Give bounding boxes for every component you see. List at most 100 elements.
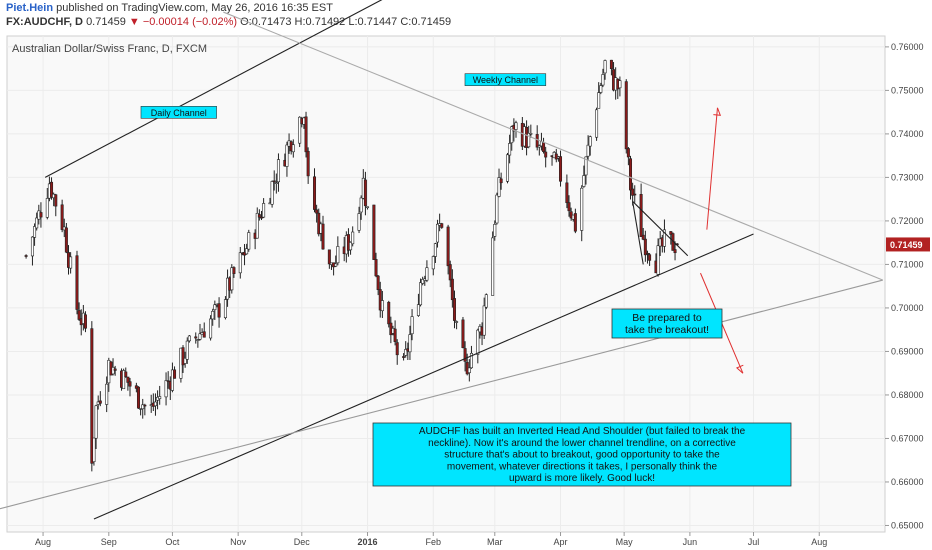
candle-body: [143, 404, 147, 407]
candle-body: [491, 237, 495, 296]
daily-channel-label-box: [140, 106, 217, 119]
x-tick-label: Sep: [101, 537, 117, 547]
candle-body: [291, 144, 295, 153]
y-tick-label: 0.70000: [891, 303, 924, 313]
candle-body: [626, 148, 630, 158]
candle-body: [641, 234, 645, 240]
candle-body: [69, 256, 73, 269]
candle-body: [357, 213, 361, 231]
candle-body: [380, 300, 384, 312]
candle-body: [510, 126, 514, 144]
candle-body: [446, 226, 450, 267]
candle-body: [359, 197, 363, 213]
x-tick-label: Jul: [748, 537, 760, 547]
upper-daily-channel-line: [44, 0, 383, 178]
candle-body: [603, 60, 607, 74]
candle-body: [349, 242, 353, 251]
y-tick-label: 0.72000: [891, 216, 924, 226]
y-tick-label: 0.73000: [891, 172, 924, 182]
candle-body: [202, 331, 206, 338]
candle-body: [514, 122, 518, 130]
x-tick-label: Aug: [35, 537, 51, 547]
candle-body: [410, 316, 414, 335]
candle-body: [238, 252, 242, 274]
candle-body: [198, 333, 202, 340]
candle-body: [450, 278, 454, 301]
y-tick-label: 0.76000: [891, 42, 924, 52]
candle-body: [304, 116, 308, 153]
candle-body: [565, 182, 569, 204]
candle-body: [64, 227, 68, 253]
analysis-callout-line: upward is more likely. Good luck!: [509, 473, 655, 484]
last-price-label: 0.71459: [890, 240, 923, 250]
candle-body: [595, 109, 599, 138]
candle-body: [285, 144, 289, 167]
candle-body: [122, 370, 126, 390]
down-arrow-head: [735, 364, 744, 374]
candle-body: [586, 144, 590, 157]
author-link[interactable]: Piet.Hein: [6, 2, 54, 14]
close-label: C:0.71459: [400, 16, 452, 28]
candle-body: [529, 132, 533, 135]
candle-body: [629, 158, 633, 191]
candle-body: [495, 194, 499, 224]
y-tick-label: 0.75000: [891, 85, 924, 95]
candle-body: [393, 328, 397, 342]
candle-body: [270, 181, 274, 205]
candle-body: [75, 255, 79, 310]
candle-body: [196, 339, 200, 341]
candle-body: [185, 340, 189, 360]
candle-body: [639, 194, 643, 237]
candle-body: [153, 401, 157, 407]
candle-body: [645, 252, 649, 255]
up-arrow-line: [706, 107, 718, 230]
candle-body: [363, 179, 367, 207]
candle-body: [259, 216, 263, 219]
candle-body: [484, 294, 488, 308]
candle-body: [232, 267, 236, 274]
candle-body: [313, 176, 317, 210]
open-label: O:0.71473: [240, 16, 292, 28]
candle-body: [402, 356, 406, 358]
candle-body: [544, 151, 548, 158]
candle-body: [624, 81, 628, 150]
candle-body: [351, 231, 355, 245]
y-tick-label: 0.67000: [891, 433, 924, 443]
candle-body: [669, 231, 673, 235]
candle-body: [573, 213, 577, 232]
candle-body: [366, 206, 370, 209]
x-tick-label: May: [616, 537, 634, 547]
candle-body: [493, 224, 497, 237]
y-tick-label: 0.69000: [891, 346, 924, 356]
candle-body: [662, 229, 666, 247]
candle-body: [60, 204, 64, 230]
candle-body: [673, 249, 677, 254]
candle-body: [372, 204, 376, 260]
candle-body: [425, 267, 429, 281]
candle-body: [321, 223, 325, 250]
breakout-callout-box: [611, 308, 723, 339]
candle-body: [83, 314, 87, 329]
x-tick-label: Aug: [811, 537, 827, 547]
candle-body: [463, 348, 467, 362]
analysis-callout-line: movement, whatever directions it takes, …: [447, 461, 718, 472]
candle-body: [527, 133, 531, 148]
candle-body: [141, 404, 145, 410]
y-tick-label: 0.74000: [891, 129, 924, 139]
candle-body: [404, 349, 408, 356]
candle-body: [257, 214, 261, 218]
candle-body: [187, 335, 191, 342]
candle-body: [416, 304, 420, 316]
candle-body: [164, 380, 168, 398]
x-tick-label: Apr: [554, 537, 568, 547]
candle-body: [469, 352, 473, 369]
candle-body: [217, 303, 221, 318]
x-tick-label: Oct: [165, 537, 180, 547]
weekly-channel-line: [0, 279, 884, 510]
candle-body: [213, 304, 217, 311]
candle-body: [631, 188, 635, 196]
candle-body: [113, 368, 117, 371]
candle-body: [255, 213, 259, 239]
y-tick-label: 0.68000: [891, 390, 924, 400]
